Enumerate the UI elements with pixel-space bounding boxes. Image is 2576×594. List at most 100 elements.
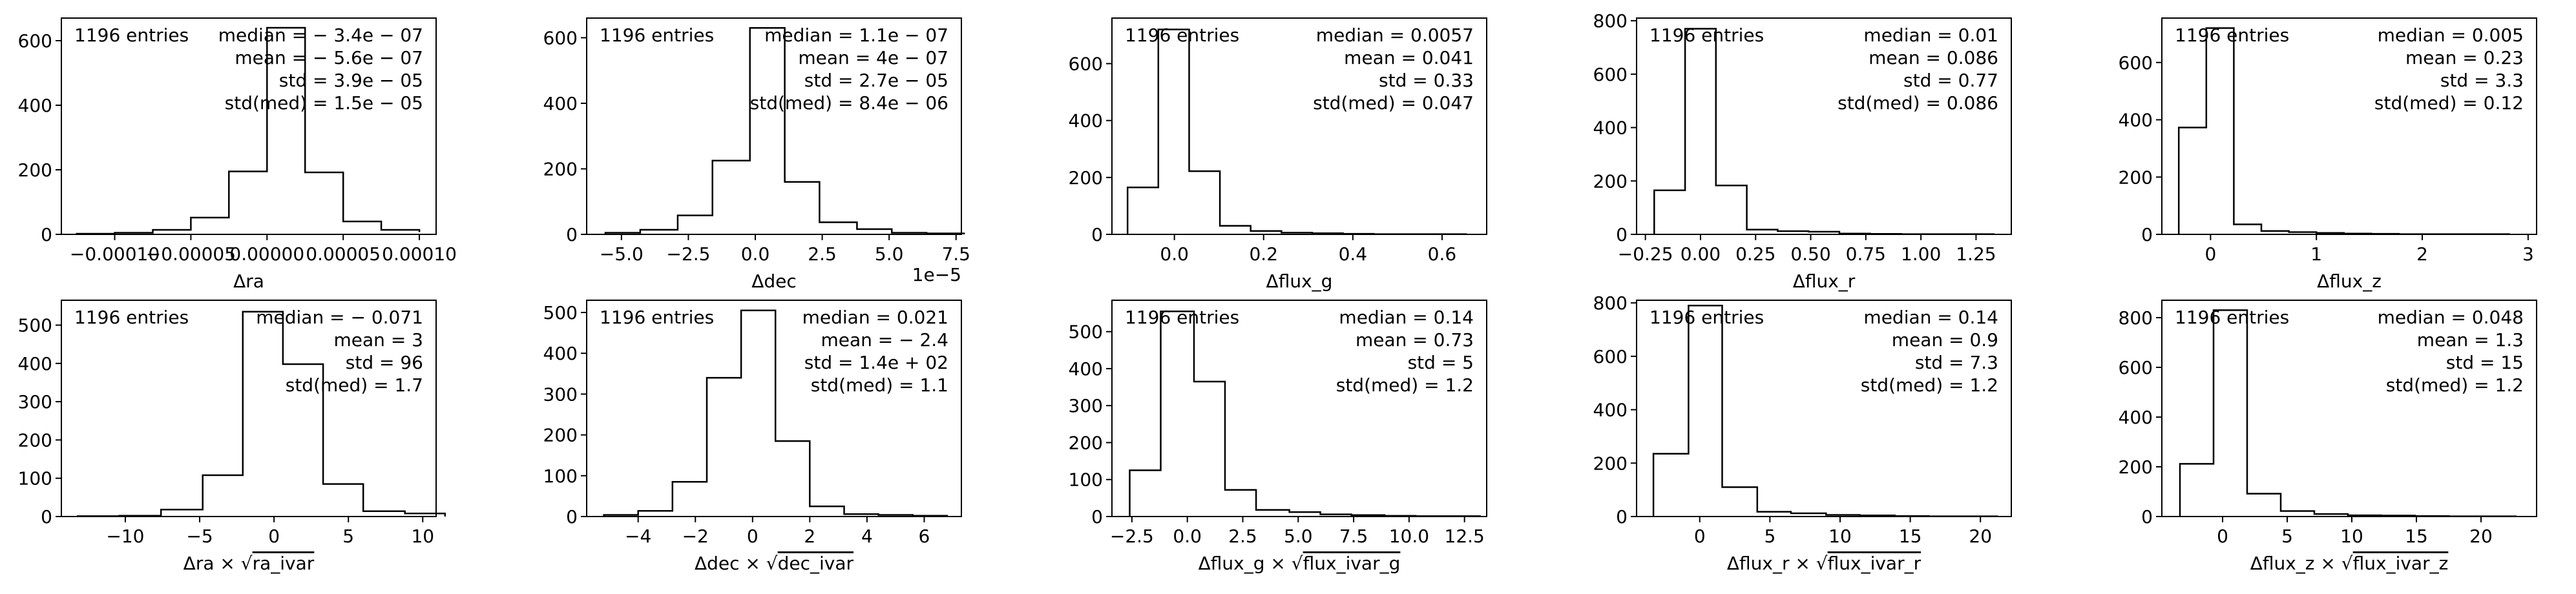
histogram-bin — [1256, 510, 1290, 517]
histogram-panel-3: 0.0 0.2 0.4 0.6 0 200 400 600 Δflux_g 1196 entrie… — [1069, 17, 1487, 292]
y-tick-label: 500 — [1069, 322, 1103, 343]
x-tick-label: 0 — [1694, 526, 1706, 547]
x-tick-label: −0.00005 — [146, 243, 236, 265]
y-tick-label: 200 — [543, 158, 578, 179]
std-med-label: std(med) = 1.2 — [1861, 374, 1998, 396]
y-tick-label: 400 — [543, 343, 578, 364]
y-tick-label: 400 — [543, 93, 578, 114]
y-tick-label: 200 — [1593, 453, 1628, 474]
histogram-bin — [243, 312, 283, 517]
median-label: median = 0.14 — [1863, 307, 1998, 328]
y-tick-label: 0 — [41, 506, 52, 527]
histogram-panel-2: −5.0 −2.5 0.0 2.5 5.0 7.5 0 200 400 600 1e−5 Δdec 11… — [543, 17, 970, 292]
axes-frame — [1111, 17, 1487, 235]
median-label: median = 0.048 — [2378, 307, 2524, 328]
x-tick-label: 0 — [268, 526, 280, 547]
y-tick-label: 100 — [1069, 469, 1103, 491]
histogram-bin — [2247, 494, 2281, 517]
mean-label: mean = 0.041 — [1344, 47, 1474, 68]
x-tick-label: 10.0 — [1389, 526, 1429, 547]
y-tick-label: 800 — [2119, 307, 2153, 329]
histogram-bin — [1653, 454, 1688, 517]
x-tick-label: 12.5 — [1445, 526, 1485, 547]
std-label: std = 15 — [2446, 352, 2524, 373]
y-tick-label: 600 — [1593, 346, 1628, 367]
y-tick-label: 300 — [543, 384, 578, 405]
entries-label: 1196 entries — [74, 307, 189, 328]
x-tick-label: 0.0 — [1160, 243, 1189, 265]
histogram-bin — [1225, 490, 1256, 517]
y-tick-label: 100 — [543, 466, 578, 487]
y-tick-label: 0 — [1091, 224, 1103, 245]
x-tick-label: 0 — [747, 526, 759, 547]
x-tick-label: 0.00 — [1681, 243, 1721, 265]
entries-label: 1196 entries — [600, 307, 714, 328]
y-tick-label: 200 — [1593, 170, 1628, 192]
y-tick-label: 400 — [1593, 118, 1628, 139]
x-tick-label: 0.4 — [1339, 243, 1368, 265]
x-tick-label: 10 — [411, 526, 434, 547]
histogram-bin — [1194, 382, 1225, 517]
y-tick-label: 0 — [2141, 224, 2153, 245]
histogram-bin — [229, 172, 267, 235]
y-tick-label: 200 — [1069, 167, 1103, 189]
axes-frame — [61, 300, 437, 517]
x-tick-label: 4 — [861, 526, 873, 547]
histogram-bin — [1189, 171, 1220, 234]
y-tick-label: 400 — [18, 95, 52, 116]
x-tick-label: 0.2 — [1249, 243, 1278, 265]
x-tick-label: 10 — [2340, 526, 2363, 547]
entries-label: 1196 entries — [1125, 307, 1239, 328]
x-tick-label: 20 — [1969, 526, 1992, 547]
entries-label: 1196 entries — [2175, 307, 2289, 328]
histogram-bin — [1220, 226, 1251, 234]
median-label: median = − 3.4e − 07 — [218, 25, 423, 46]
histogram-bin — [775, 441, 810, 517]
axes-frame — [1636, 17, 2012, 235]
x-axis-label: Δra — [233, 271, 264, 292]
x-tick-label: 2 — [2416, 243, 2428, 265]
histogram-bin — [707, 378, 741, 517]
histogram-bin — [191, 218, 229, 234]
x-tick-label: −4 — [625, 526, 651, 547]
median-label: median = 0.0057 — [1316, 25, 1474, 46]
histogram-panel-5: 0 1 2 3 0 200 400 600 Δflux_z 1196 entries median … — [2119, 17, 2537, 292]
histogram-bin — [741, 311, 775, 517]
histogram-bin — [673, 482, 707, 517]
x-tick-label: −2.5 — [1110, 526, 1154, 547]
y-tick-label: 800 — [1593, 10, 1628, 32]
std-label: std = 96 — [346, 352, 423, 373]
y-tick-label: 600 — [2119, 357, 2153, 378]
histogram-bin — [203, 475, 243, 517]
x-tick-label: 0.0 — [741, 243, 770, 265]
y-tick-label: 100 — [18, 468, 52, 489]
std-med-label: std(med) = 0.12 — [2374, 92, 2524, 114]
x-tick-label: 0.6 — [1428, 243, 1457, 265]
x-tick-label: 1 — [2310, 243, 2322, 265]
y-tick-label: 500 — [18, 315, 52, 336]
y-tick-label: 600 — [18, 30, 52, 52]
histogram-bin — [1685, 29, 1716, 235]
x-tick-label: 5 — [2281, 526, 2293, 547]
x-tick-label: −0.00010 — [70, 243, 160, 265]
y-tick-label: 200 — [2119, 167, 2153, 188]
std-label: std = 0.33 — [1379, 70, 1474, 91]
mean-label: mean = − 5.6e − 07 — [235, 47, 423, 68]
y-tick-label: 600 — [1069, 54, 1103, 75]
axes-frame — [1636, 300, 2012, 517]
median-label: median = − 0.071 — [256, 307, 423, 328]
y-tick-label: 300 — [1069, 395, 1103, 416]
x-tick-label: 2 — [804, 526, 815, 547]
histogram-bin — [305, 172, 343, 234]
entries-label: 1196 entries — [1649, 25, 1764, 46]
histogram-bin — [1716, 185, 1747, 234]
histogram-step-line — [603, 309, 948, 517]
y-tick-label: 200 — [18, 159, 52, 181]
mean-label: mean = − 2.4 — [821, 329, 948, 351]
std-med-label: std(med) = 1.1 — [811, 374, 948, 396]
std-med-label: std(med) = 0.047 — [1313, 92, 1474, 114]
std-label: std = 0.77 — [1903, 70, 1998, 91]
